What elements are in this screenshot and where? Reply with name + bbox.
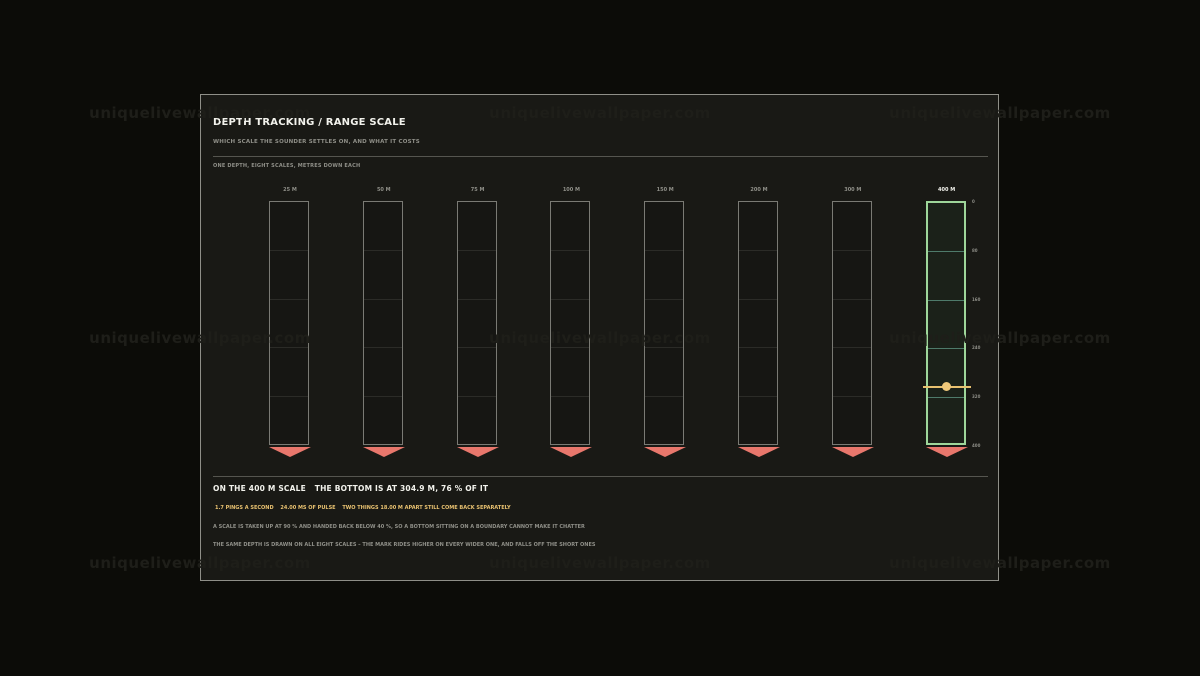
scale-column[interactable] xyxy=(456,201,497,445)
scale-column[interactable] xyxy=(644,201,685,445)
gridline xyxy=(645,347,684,349)
scale-column-active[interactable] xyxy=(925,201,966,445)
summary-scale: ON THE 400 M SCALE xyxy=(213,484,306,493)
depth-tick-label: 80 xyxy=(972,247,978,253)
gridline xyxy=(270,396,308,398)
scale-column[interactable] xyxy=(550,201,591,445)
divider xyxy=(213,476,988,477)
scale-label: 100 M xyxy=(562,187,580,193)
gridline xyxy=(551,298,590,300)
gridline xyxy=(927,250,964,252)
range-scale-panel: DEPTH TRACKING / RANGE SCALE WHICH SCALE… xyxy=(200,94,999,581)
summary-bottom: THE BOTTOM IS AT 304.9 M, 76 % OF IT xyxy=(314,484,489,493)
scale-column[interactable] xyxy=(738,201,778,445)
gridline xyxy=(363,249,402,251)
gridline xyxy=(832,298,871,300)
gridline xyxy=(739,347,777,349)
gridline xyxy=(927,299,964,301)
scale-label: 75 M xyxy=(470,187,485,193)
gridline xyxy=(457,249,496,251)
gridline xyxy=(927,348,964,350)
gridline xyxy=(739,298,777,300)
bottom-offscale-marker xyxy=(738,447,780,457)
gridline xyxy=(551,347,590,349)
bottom-offscale-marker xyxy=(925,447,968,457)
gridline xyxy=(551,396,590,398)
depth-tick-label: 240 xyxy=(972,345,981,351)
stats-line: 1.7 PINGS A SECOND 24.00 MS OF PULSE TWO… xyxy=(215,505,516,511)
depth-tick-label: 160 xyxy=(972,296,981,302)
scale-label: 150 M xyxy=(656,187,674,193)
gridline xyxy=(739,396,777,398)
gridline xyxy=(457,396,496,398)
stat-pings: 1.7 PINGS A SECOND xyxy=(215,505,274,511)
scale-label: 400 M xyxy=(938,187,956,193)
bottom-offscale-marker xyxy=(456,447,499,457)
bottom-offscale-marker xyxy=(831,447,874,457)
bottom-offscale-marker xyxy=(550,447,593,457)
gridline xyxy=(551,249,590,251)
stat-resolution: TWO THINGS 18.00 M APART STILL COME BACK… xyxy=(342,505,511,511)
gridline xyxy=(270,298,308,300)
bottom-offscale-marker xyxy=(269,447,311,457)
note-hysteresis: A SCALE IS TAKEN UP AT 90 % AND HANDED B… xyxy=(213,524,585,530)
gridline xyxy=(270,347,308,349)
scales-caption: ONE DEPTH, EIGHT SCALES, METRES DOWN EAC… xyxy=(213,163,361,169)
divider xyxy=(213,156,988,157)
depth-tick-label: 0 xyxy=(972,199,975,204)
gridline xyxy=(457,347,496,349)
bottom-offscale-marker xyxy=(362,447,405,457)
gridline xyxy=(645,249,684,251)
scale-column[interactable] xyxy=(362,201,403,445)
scale-column[interactable] xyxy=(269,201,309,445)
panel-subtitle: WHICH SCALE THE SOUNDER SETTLES ON, AND … xyxy=(213,139,420,145)
bottom-depth-dot xyxy=(942,382,952,392)
gridline xyxy=(739,249,777,251)
scale-column[interactable] xyxy=(831,201,872,445)
gridline xyxy=(645,396,684,398)
bottom-offscale-marker xyxy=(644,447,687,457)
gridline xyxy=(645,298,684,300)
gridline xyxy=(832,396,871,398)
gridline xyxy=(927,397,964,399)
note-same-depth: THE SAME DEPTH IS DRAWN ON ALL EIGHT SCA… xyxy=(213,542,596,548)
gridline xyxy=(363,298,402,300)
gridline xyxy=(832,347,871,349)
gridline xyxy=(270,249,308,251)
scale-label: 25 M xyxy=(283,187,297,193)
gridline xyxy=(363,347,402,349)
gridline xyxy=(363,396,402,398)
summary-line: ON THE 400 M SCALE THE BOTTOM IS AT 304.… xyxy=(213,484,494,493)
panel-title: DEPTH TRACKING / RANGE SCALE xyxy=(213,117,406,128)
gridline xyxy=(832,249,871,251)
depth-tick-label: 400 xyxy=(972,443,981,448)
stat-pulse: 24.00 MS OF PULSE xyxy=(280,505,336,511)
depth-tick-label: 320 xyxy=(972,394,981,400)
scale-label: 50 M xyxy=(376,187,391,193)
scale-label: 200 M xyxy=(750,187,768,193)
scale-label: 300 M xyxy=(844,187,862,193)
gridline xyxy=(457,298,496,300)
